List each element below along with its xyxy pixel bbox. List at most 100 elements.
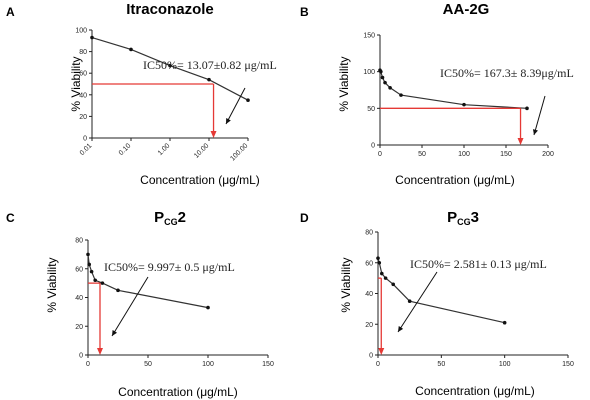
annotation-pointer-line — [397, 271, 438, 333]
chart-title: PCG3 — [447, 209, 479, 227]
y-tick-label: 60 — [365, 260, 373, 267]
x-tick-label: 0.01 — [79, 142, 94, 157]
x-tick-label: 150 — [262, 361, 274, 368]
panel-letter: B — [300, 5, 309, 19]
y-tick-label: 80 — [365, 230, 373, 237]
data-point — [462, 102, 466, 107]
annotation-pointer-head — [532, 129, 538, 135]
data-point — [93, 278, 97, 283]
x-axis-label: Concentration (μg/mL) — [415, 384, 535, 398]
annotation-pointer-line — [111, 276, 149, 337]
data-point — [525, 106, 529, 111]
data-point — [207, 77, 211, 82]
y-axis-label: % Viability — [45, 257, 59, 312]
y-tick-label: 0 — [371, 143, 375, 150]
x-tick-label: 100 — [458, 151, 470, 158]
x-axis-label: Concentration (μg/mL) — [140, 173, 260, 187]
annotation-pointer-line — [225, 87, 246, 125]
ic50-annotation: IC50%= 9.997± 0.5 μg/mL — [104, 260, 235, 274]
data-point — [380, 271, 384, 276]
x-tick-label: 100.00 — [229, 142, 249, 162]
ic50-annotation: IC50%= 2.581± 0.13 μg/mL — [410, 257, 547, 271]
data-point — [399, 93, 403, 97]
x-tick-label: 50 — [437, 361, 445, 368]
chart-title: PCG2 — [154, 209, 186, 227]
data-point — [90, 35, 94, 40]
ic50-annotation: IC50%= 167.3± 8.39μg/mL — [440, 66, 574, 80]
ic50-arrowhead — [210, 131, 217, 138]
data-point — [168, 63, 172, 68]
y-tick-label: 80 — [75, 238, 83, 245]
x-tick-label: 0.10 — [118, 142, 133, 157]
data-point — [89, 269, 94, 274]
chart-title: AA-2G — [443, 1, 490, 18]
data-point — [388, 86, 392, 90]
y-axis-label: % Viability — [69, 56, 83, 111]
annotation-pointer-head — [226, 118, 231, 124]
annotation-pointer-head — [112, 330, 118, 336]
x-axis-label: Concentration (μg/mL) — [118, 385, 238, 399]
data-point — [379, 69, 383, 74]
data-point — [407, 299, 412, 303]
chart-panel-b: B AA-2G 0 50 100 150 0 50 100 150 200 Concentration… — [300, 1, 574, 187]
ic50-arrowhead — [378, 348, 385, 355]
y-tick-label: 0 — [79, 353, 83, 360]
y-tick-label: 100 — [75, 28, 87, 35]
x-tick-label: 150 — [562, 361, 574, 368]
y-tick-label: 60 — [75, 266, 83, 273]
x-tick-label: 0 — [376, 361, 380, 368]
y-tick-label: 40 — [79, 92, 87, 99]
chart-panel-c: C PCG2 0 20 40 60 80 0 50 100 150 Concentration (μg… — [6, 209, 274, 399]
x-tick-label: 150 — [500, 151, 512, 158]
panel-letter: D — [300, 211, 309, 225]
data-point — [116, 288, 120, 293]
panel-letter: C — [6, 211, 15, 225]
y-tick-label: 100 — [363, 69, 375, 76]
annotation-pointer-line — [533, 95, 546, 136]
x-tick-label: 10.00 — [193, 142, 210, 159]
x-tick-label: 1.00 — [157, 142, 172, 157]
y-tick-label: 150 — [363, 33, 375, 40]
x-axis-label: Concentration (μg/mL) — [395, 173, 515, 187]
annotation-pointer-head — [398, 326, 404, 332]
x-tick-label: 50 — [144, 361, 152, 368]
data-point — [383, 276, 388, 280]
ic50-annotation: IC50%= 13.07±0.82 μg/mL — [143, 58, 277, 72]
y-tick-label: 40 — [75, 295, 83, 302]
data-point — [87, 262, 91, 267]
y-axis-label: % Viability — [339, 257, 353, 312]
ic50-arrowhead — [517, 138, 524, 145]
x-tick-label: 0 — [378, 151, 382, 158]
data-point — [377, 260, 382, 265]
y-tick-label: 60 — [79, 71, 87, 78]
x-tick-label: 100 — [499, 361, 511, 368]
chart-panel-d: D PCG3 0 20 40 60 80 0 50 100 150 Concentration (μg… — [300, 209, 574, 398]
data-point — [206, 305, 210, 310]
y-tick-label: 0 — [83, 136, 87, 143]
x-tick-label: 50 — [418, 151, 426, 158]
panel-letter: A — [6, 5, 15, 19]
y-tick-label: 50 — [367, 106, 375, 113]
data-point — [100, 281, 105, 285]
chart-panel-a: A Itraconazole 0 20 40 60 80 100 0.01 0.10 1.00 10.… — [6, 1, 277, 187]
chart-title: Itraconazole — [126, 1, 214, 18]
y-axis-label: % Viability — [337, 56, 351, 111]
ic50-arrowhead — [96, 348, 103, 355]
data-point — [502, 320, 507, 325]
y-tick-label: 0 — [369, 353, 373, 360]
y-tick-label: 20 — [75, 324, 83, 331]
x-tick-label: 100 — [202, 361, 214, 368]
data-point — [383, 80, 387, 85]
data-point — [380, 75, 385, 80]
data-point — [129, 47, 133, 52]
data-point — [246, 98, 250, 102]
y-tick-label: 80 — [79, 49, 87, 56]
y-tick-label: 20 — [365, 322, 373, 329]
data-point — [391, 282, 396, 287]
x-tick-label: 0 — [86, 361, 90, 368]
x-tick-label: 200 — [542, 151, 554, 158]
data-point — [376, 256, 380, 260]
y-tick-label: 20 — [79, 114, 87, 121]
y-tick-label: 40 — [365, 291, 373, 298]
